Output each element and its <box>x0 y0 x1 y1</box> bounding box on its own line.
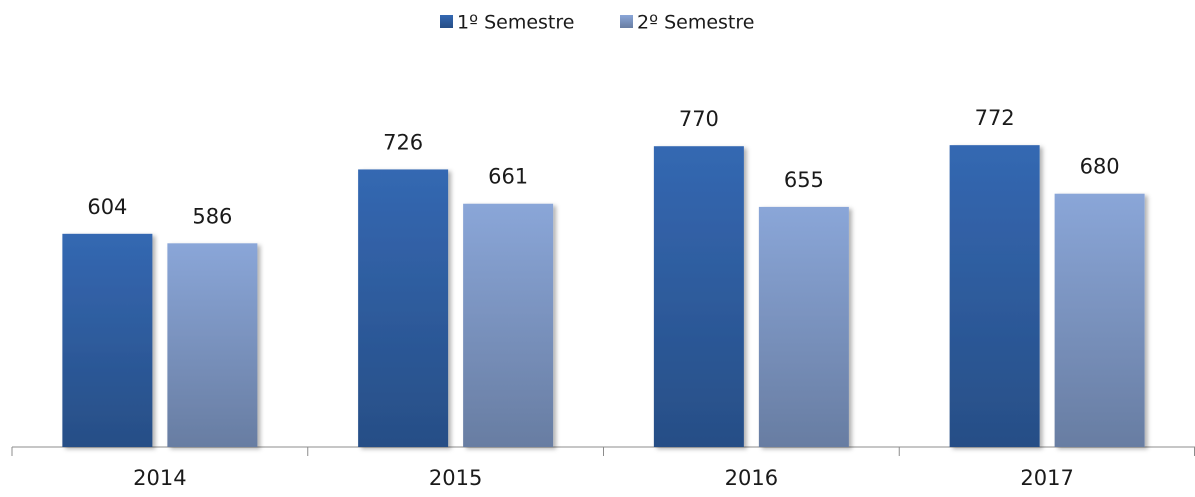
legend-swatch <box>620 15 633 28</box>
legend-label: 1º Semestre <box>457 12 574 34</box>
x-tick-label: 2014 <box>133 466 186 490</box>
data-label: 726 <box>383 130 423 154</box>
bar <box>1054 193 1145 447</box>
data-label: 680 <box>1080 155 1120 179</box>
bar <box>463 203 554 447</box>
x-tick-label: 2016 <box>725 466 778 490</box>
data-label: 604 <box>87 195 127 219</box>
legend-label: 2º Semestre <box>637 12 754 34</box>
bar <box>167 243 258 447</box>
bar <box>653 146 744 447</box>
data-label: 772 <box>975 106 1015 130</box>
bar <box>949 145 1040 447</box>
bar <box>358 169 449 448</box>
data-label: 586 <box>192 204 232 228</box>
legend-swatch <box>440 15 453 28</box>
data-label: 770 <box>679 107 719 131</box>
bar <box>758 206 849 447</box>
data-label: 661 <box>488 165 528 189</box>
data-label: 655 <box>784 168 824 192</box>
x-tick-label: 2017 <box>1020 466 1073 490</box>
bar <box>62 233 153 447</box>
x-tick-label: 2015 <box>429 466 482 490</box>
